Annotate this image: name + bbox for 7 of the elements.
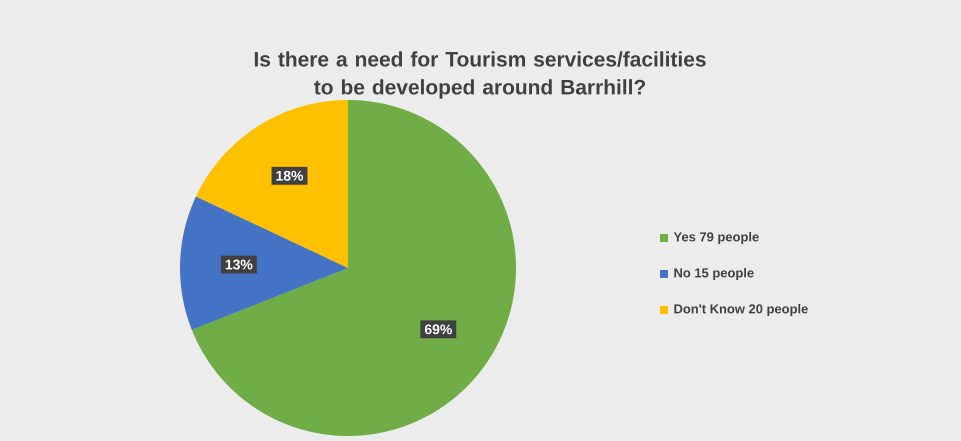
legend-label: Don't Know 20 people xyxy=(674,304,808,316)
legend-label: Yes 79 people xyxy=(674,232,759,244)
chart-title: Is there a need for Tourism services/facilities to be developed around Barrhill? xyxy=(254,51,706,99)
data-label: 18% xyxy=(276,170,304,181)
legend-label: No 15 people xyxy=(674,268,754,280)
data-label: 13% xyxy=(226,260,252,270)
data-label: 69% xyxy=(424,324,452,334)
